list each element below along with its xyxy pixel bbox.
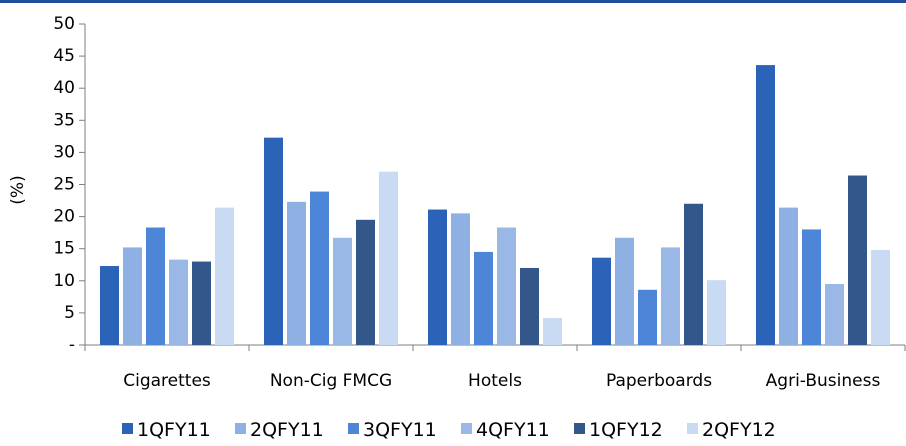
bar (871, 249, 890, 345)
bar (333, 237, 352, 345)
y-tick-label: 10 (53, 271, 75, 291)
x-axis: Cigarettes Non-Cig FMCG Hotels Paperboards A… (84, 344, 906, 391)
x-tick-label: Cigarettes (123, 371, 211, 391)
legend-label: 2QFY12 (702, 419, 776, 441)
legend-swatch (574, 423, 585, 434)
y-tick-label: 5 (64, 303, 75, 323)
legend: 1QFY11 2QFY11 3QFY11 4QFY11 1QFY12 2QFY12 (122, 419, 776, 441)
y-tick-label: 40 (53, 78, 75, 98)
legend-label: 2QFY11 (250, 419, 324, 441)
bar (428, 209, 447, 345)
y-tick-label: 50 (53, 14, 75, 34)
y-tick-label: 15 (53, 239, 75, 259)
bar (592, 257, 611, 345)
bar (379, 171, 398, 345)
y-tick-label: 20 (53, 207, 75, 227)
bar (264, 137, 283, 345)
bar (638, 289, 657, 345)
y-tick-label: 45 (53, 46, 75, 66)
bar (825, 284, 844, 345)
x-tick-label: Hotels (468, 371, 522, 391)
bar (707, 280, 726, 345)
bar (169, 259, 188, 345)
bar (615, 237, 634, 345)
x-tick-label: Paperboards (606, 371, 712, 391)
bar (100, 266, 119, 345)
y-tick-label: 30 (53, 142, 75, 162)
bar (287, 201, 306, 345)
legend-swatch (122, 423, 133, 434)
bar (123, 247, 142, 345)
x-tick-label: Agri-Business (766, 371, 881, 391)
bar (192, 261, 211, 345)
legend-label: 3QFY11 (363, 419, 437, 441)
bar (310, 191, 329, 345)
legend-label: 1QFY11 (137, 419, 211, 441)
legend-swatch (235, 423, 246, 434)
bar (451, 213, 470, 345)
bar (802, 229, 821, 345)
y-axis-label: (%) (8, 175, 28, 204)
bar (146, 227, 165, 345)
y-axis: - 5 10 15 20 25 30 35 40 45 50 (53, 14, 86, 355)
bar (474, 251, 493, 345)
y-tick-label: 25 (53, 175, 75, 195)
y-tick-label: - (69, 335, 75, 355)
bar (497, 227, 516, 345)
bar (356, 219, 375, 345)
bar (779, 207, 798, 345)
bar (756, 65, 775, 345)
legend-label: 1QFY12 (589, 419, 663, 441)
y-tick-label: 35 (53, 110, 75, 130)
bar (215, 207, 234, 345)
legend-swatch (348, 423, 359, 434)
bar (661, 247, 680, 345)
legend-swatch (687, 423, 698, 434)
x-tick-label: Non-Cig FMCG (270, 371, 392, 391)
bar (684, 203, 703, 345)
legend-label: 4QFY11 (476, 419, 550, 441)
bar (543, 318, 562, 345)
bar (520, 267, 539, 345)
bar (848, 175, 867, 345)
legend-swatch (461, 423, 472, 434)
bars (100, 65, 890, 345)
